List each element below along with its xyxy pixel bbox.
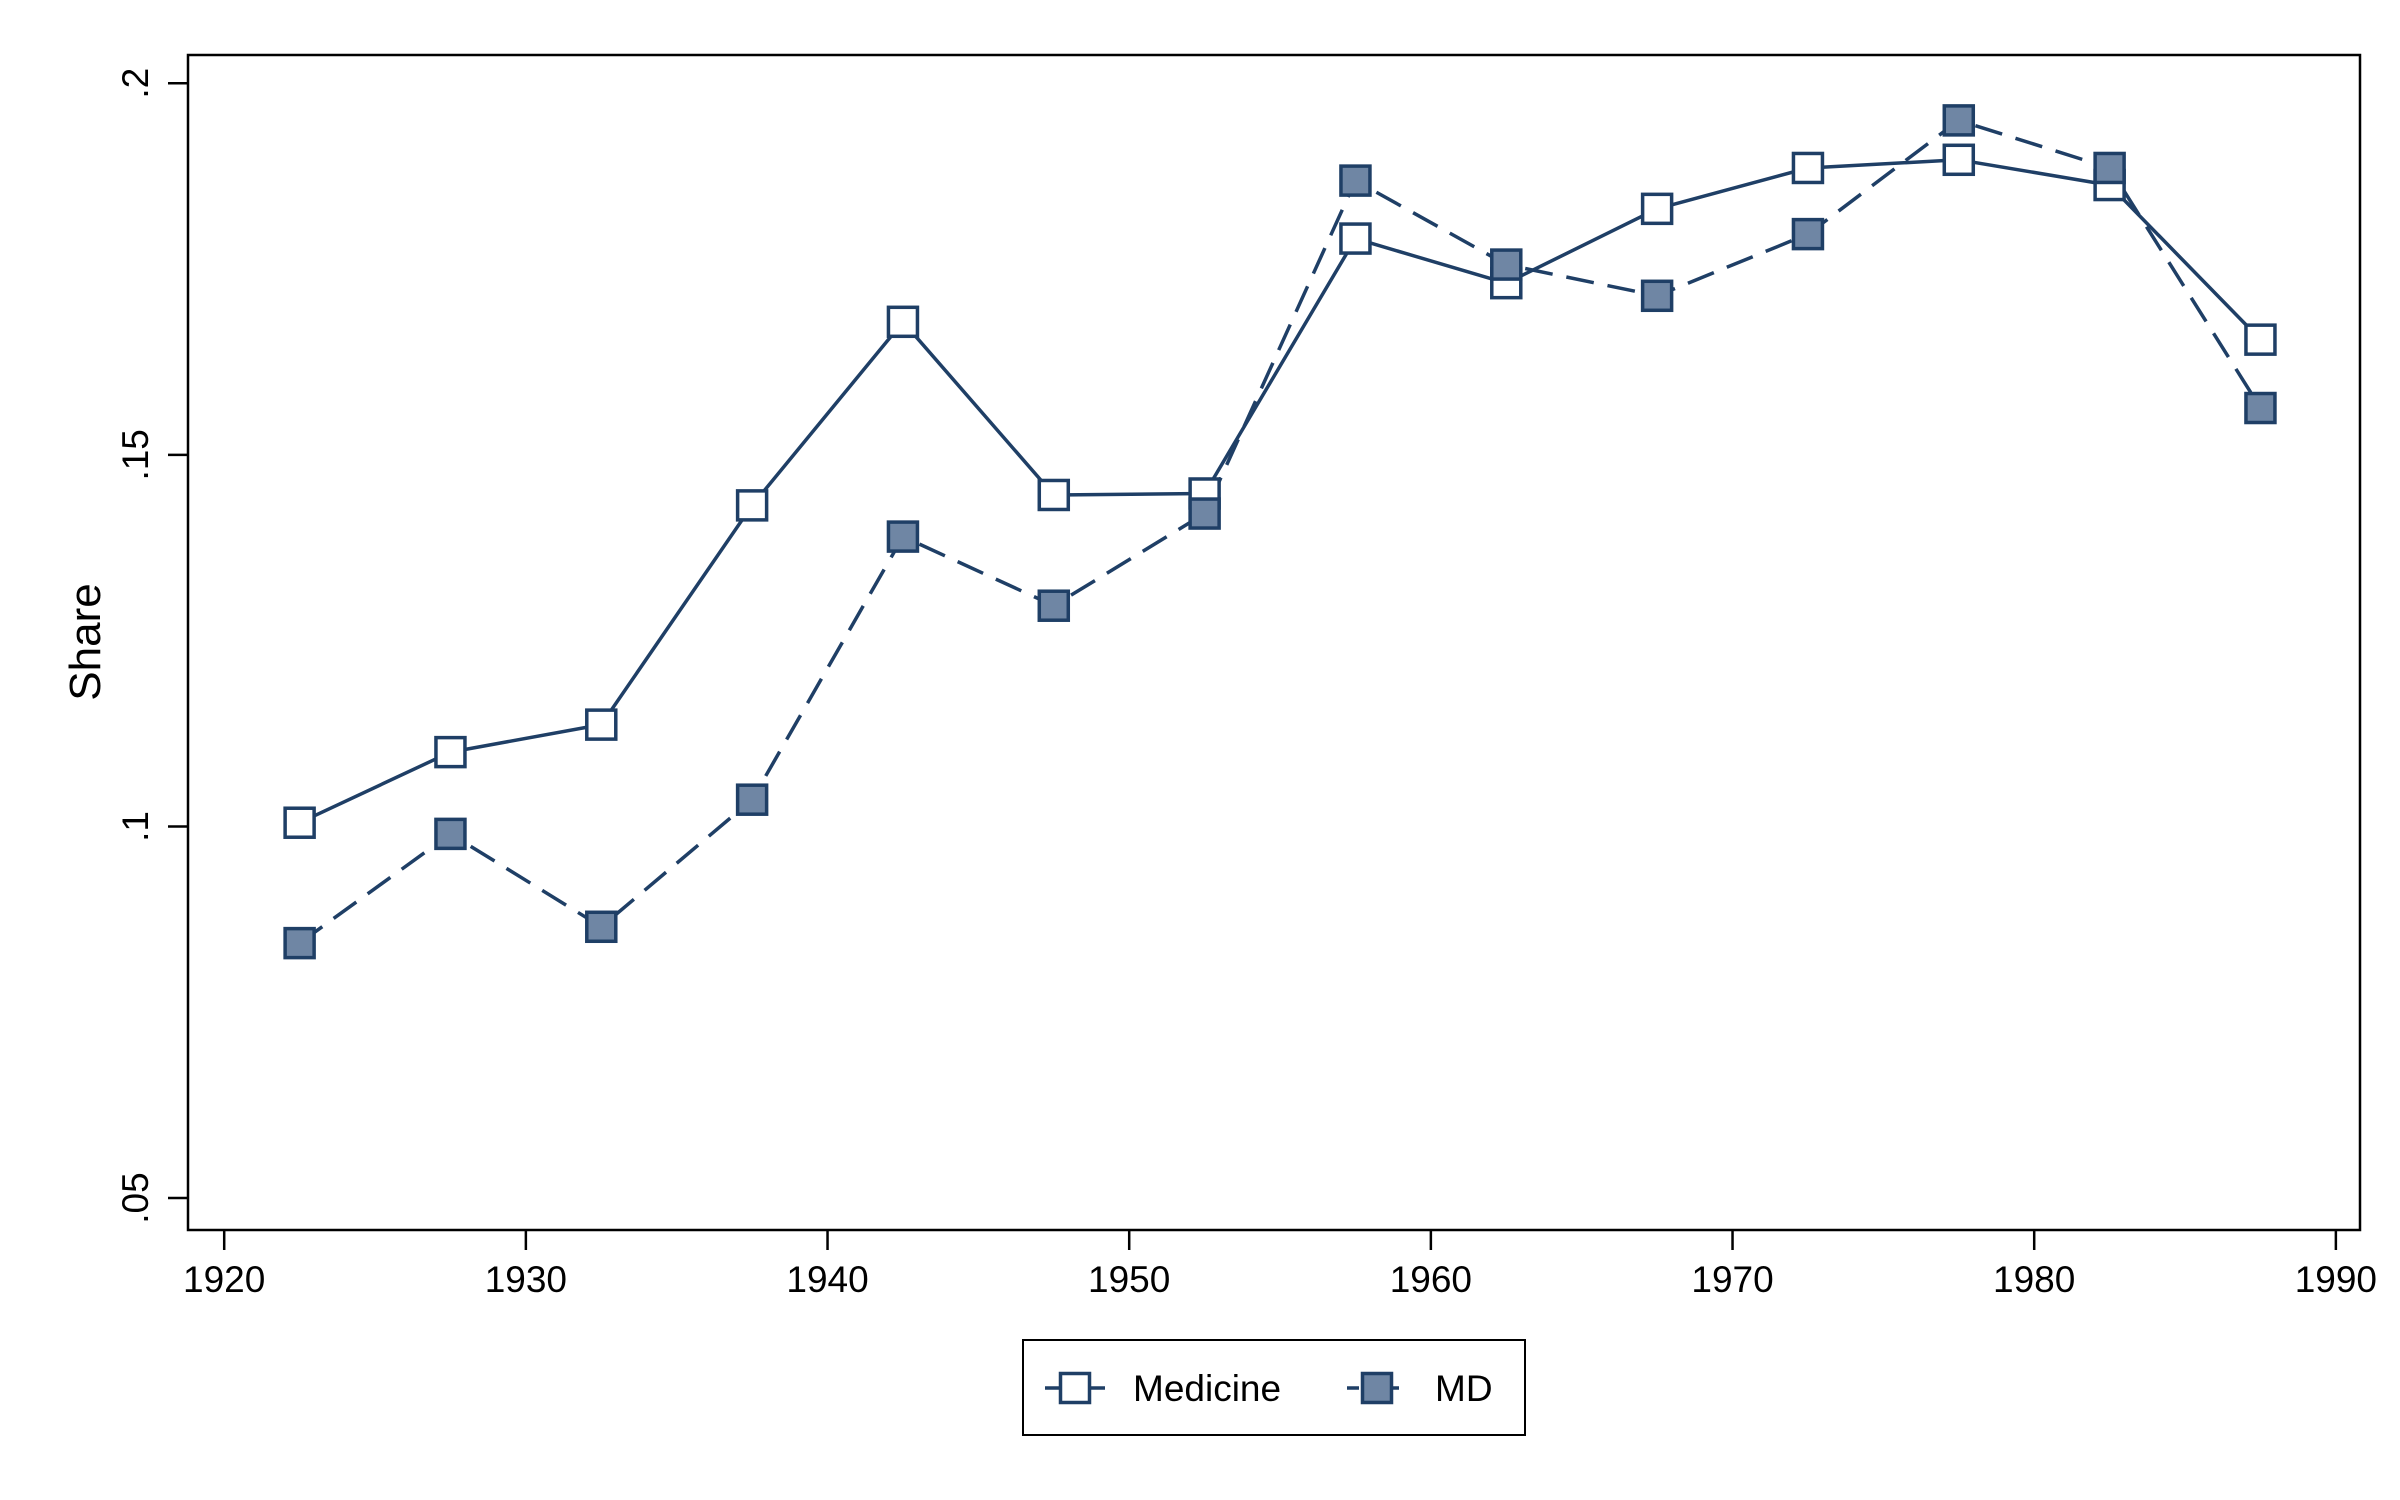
y-axis-title: Share — [61, 583, 110, 700]
y-tick-label: .1 — [115, 811, 156, 842]
data-point-md — [886, 520, 920, 553]
series-line-medicine — [298, 158, 2262, 825]
legend-box — [1022, 1339, 1526, 1436]
series-layer — [283, 104, 2277, 960]
data-point-md — [283, 926, 316, 960]
data-point-medicine — [2244, 323, 2277, 356]
y-tick-label: .15 — [115, 429, 156, 480]
data-point-md — [1640, 279, 1674, 313]
legend: Medicine MD — [1022, 1339, 1526, 1436]
plot-area — [186, 53, 2362, 1232]
data-point-medicine — [585, 708, 618, 741]
data-point-md — [1490, 248, 1523, 281]
data-point-medicine — [735, 489, 769, 522]
data-point-md — [735, 783, 769, 816]
data-point-md — [2093, 151, 2126, 185]
data-point-medicine — [1791, 151, 1825, 185]
y-axis: .05 .1 .15 .2 — [115, 68, 188, 1224]
data-point-medicine — [1942, 143, 1976, 177]
x-tick-label: 1920 — [183, 1259, 265, 1300]
x-tick-label: 1970 — [1691, 1259, 1773, 1300]
data-point-md — [2244, 391, 2277, 425]
x-tick-label: 1930 — [485, 1259, 567, 1300]
data-point-medicine — [1339, 222, 1372, 255]
x-tick-label: 1950 — [1088, 1259, 1170, 1300]
legend-marker-medicine — [1058, 1371, 1092, 1405]
x-tick-label: 1960 — [1390, 1259, 1472, 1300]
data-point-md — [1942, 104, 1976, 137]
x-axis: 1920 1930 1940 1950 1960 1970 1980 1990 — [183, 1230, 2377, 1300]
data-point-md — [1037, 589, 1071, 622]
data-point-md — [585, 910, 618, 944]
data-point-md — [1188, 497, 1221, 530]
data-point-medicine — [434, 735, 467, 769]
y-tick-label: .05 — [115, 1172, 156, 1223]
legend-label-md: MD — [1435, 1368, 1493, 1409]
y-tick-label: .2 — [115, 68, 156, 99]
data-point-medicine — [1640, 192, 1674, 226]
x-tick-label: 1990 — [2295, 1259, 2377, 1300]
x-tick-label: 1940 — [786, 1259, 868, 1300]
data-point-md — [1339, 164, 1372, 197]
data-point-md — [434, 817, 467, 851]
data-point-md — [1791, 217, 1825, 251]
data-point-medicine — [283, 806, 316, 839]
data-point-medicine — [1037, 478, 1071, 512]
legend-label-medicine: Medicine — [1133, 1368, 1281, 1409]
x-tick-label: 1980 — [1993, 1259, 2075, 1300]
legend-marker-md — [1360, 1371, 1394, 1405]
data-point-medicine — [886, 305, 920, 339]
series-line-md — [298, 118, 2262, 945]
